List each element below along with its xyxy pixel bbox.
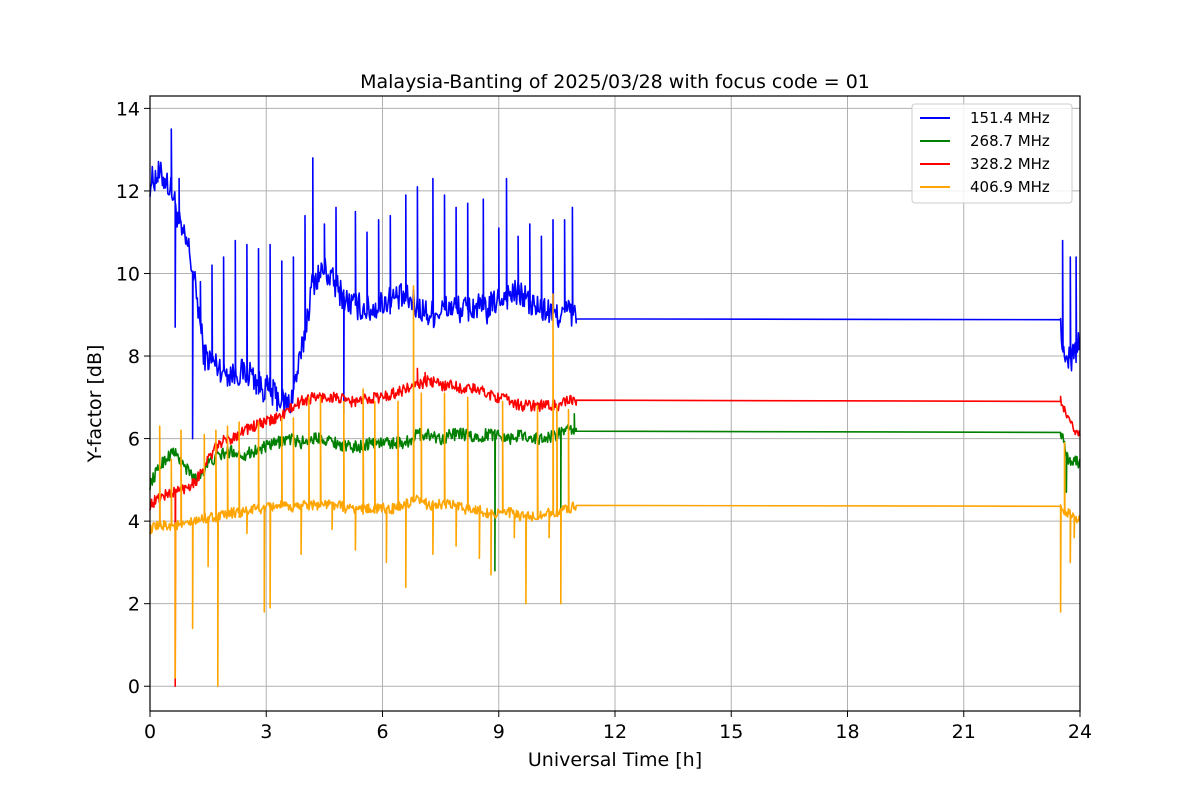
x-tick-label: 0 (144, 721, 156, 743)
chart-title: Malaysia-Banting of 2025/03/28 with focu… (360, 71, 870, 93)
legend-entry: 151.4 MHz (970, 109, 1050, 127)
x-axis-ticks: 0 3 6 9 12 15 18 21 24 (144, 711, 1092, 743)
y-axis-label: Y-factor [dB] (84, 345, 106, 464)
x-tick-label: 9 (493, 721, 505, 743)
legend-entry: 406.9 MHz (970, 178, 1050, 196)
x-axis-label: Universal Time [h] (528, 749, 702, 771)
series-group (149, 128, 1081, 687)
series-line-3 (149, 367, 1081, 687)
x-tick-label: 18 (835, 721, 859, 743)
grid (149, 96, 1081, 711)
x-tick-label: 6 (376, 721, 388, 743)
x-tick-label: 3 (260, 721, 272, 743)
x-tick-label: 15 (719, 721, 743, 743)
x-tick-label: 21 (952, 721, 976, 743)
y-tick-label: 4 (128, 511, 140, 533)
y-axis-ticks: 0 2 4 6 8 10 12 14 (116, 98, 150, 698)
y-tick-label: 6 (128, 429, 140, 451)
y-tick-label: 8 (128, 346, 140, 368)
series-line-4 (149, 285, 1081, 687)
x-tick-label: 24 (1068, 721, 1092, 743)
legend-entry: 328.2 MHz (970, 155, 1050, 173)
legend-entry: 268.7 MHz (970, 132, 1050, 150)
series-line-2 (149, 413, 1081, 572)
y-tick-label: 0 (128, 676, 140, 698)
y-tick-label: 12 (116, 181, 140, 203)
y-tick-label: 14 (116, 98, 140, 120)
x-tick-label: 12 (603, 721, 627, 743)
legend-box (911, 103, 1073, 204)
y-tick-label: 2 (128, 594, 140, 616)
y-tick-label: 10 (116, 263, 140, 285)
legend: 151.4 MHz 268.7 MHz 328.2 MHz 406.9 MHz (911, 103, 1073, 204)
series-line-1 (149, 128, 1081, 440)
